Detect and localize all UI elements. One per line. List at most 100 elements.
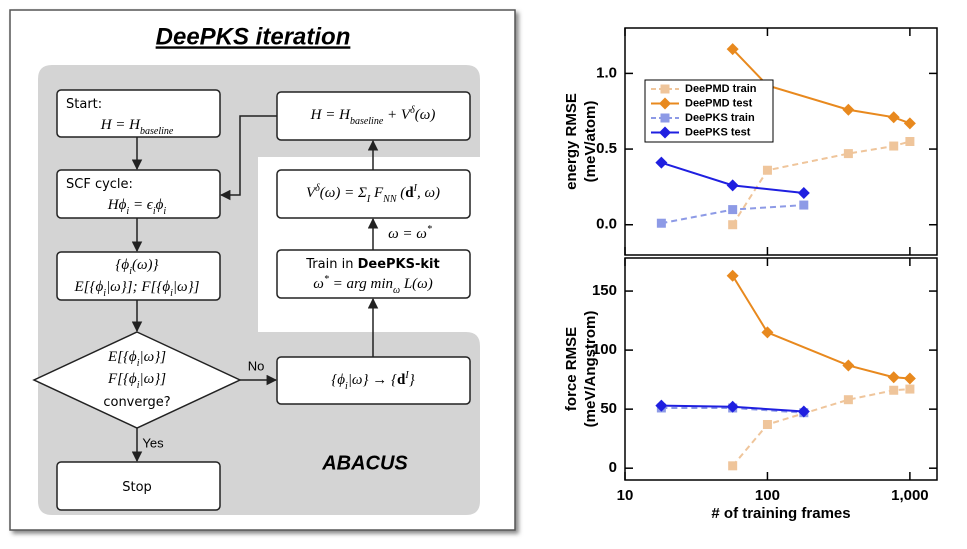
text-run: |ω}]; F[{ϕ xyxy=(106,279,170,295)
node-text: ω* = arg minω L(ω) xyxy=(313,274,433,296)
y-axis-label: (meV/Angstrom) xyxy=(582,311,599,428)
x-tick-label: 10 xyxy=(617,487,634,504)
marker xyxy=(655,399,668,412)
series-line xyxy=(731,275,910,380)
y-axis-label: (meV/atom) xyxy=(582,101,599,183)
text-run: DeePKS-kit xyxy=(358,257,440,272)
marker xyxy=(843,395,853,405)
text-run: |ω}] xyxy=(139,349,166,365)
marker xyxy=(903,117,916,130)
marker xyxy=(887,371,900,384)
text-run: } xyxy=(409,372,415,388)
text-run: i xyxy=(153,206,156,217)
text-run: i xyxy=(103,288,106,299)
text-run: = arg min xyxy=(329,276,393,292)
text-run: i xyxy=(163,206,166,217)
marker xyxy=(887,111,900,124)
node-text: Start: xyxy=(66,97,102,112)
text-run: d xyxy=(397,372,406,388)
text-run: d xyxy=(405,185,414,201)
series-line xyxy=(731,140,911,226)
node-text: H = Hbaseline xyxy=(100,117,174,136)
x-tick-label: 100 xyxy=(755,487,780,504)
node-text: F[{ϕi|ω}] xyxy=(107,371,166,390)
text-run: baseline xyxy=(140,126,174,137)
marker xyxy=(659,126,671,139)
node-text: {ϕi(ω)} xyxy=(115,257,158,276)
node-text: SCF cycle: xyxy=(66,177,133,192)
process-node xyxy=(56,461,221,511)
marker xyxy=(726,43,739,56)
marker xyxy=(797,405,810,418)
text-run: + V xyxy=(383,107,412,123)
node-text: Hϕi = ϵiϕi xyxy=(107,197,167,216)
y-axis-label: force RMSE xyxy=(563,327,580,411)
text-run: I xyxy=(366,194,371,205)
text-run: I xyxy=(404,370,409,381)
text-run: H = H xyxy=(310,107,351,123)
text-run: = ϵ xyxy=(129,197,154,213)
y-tick-label: 0 xyxy=(609,459,617,476)
plot-frame xyxy=(624,257,938,481)
text-run: Hϕ xyxy=(107,197,127,213)
y-tick-label: 150 xyxy=(592,282,617,299)
text-run: {ϕ xyxy=(115,257,129,273)
text-run: |ω}] xyxy=(139,371,166,387)
marker xyxy=(728,461,738,471)
y-tick-label: 50 xyxy=(600,400,617,417)
text-run: F[{ϕ xyxy=(107,371,137,387)
y-tick-label: 100 xyxy=(592,341,617,358)
y-tick-label: 0.0 xyxy=(596,216,617,233)
arrows xyxy=(131,115,379,463)
text-run: ( xyxy=(397,185,407,201)
text-run: Train in xyxy=(305,257,357,272)
node-text: E[{ϕi|ω}] xyxy=(107,349,166,368)
text-run: I xyxy=(413,183,418,194)
node-text: E[{ϕi|ω}]; F[{ϕi|ω}] xyxy=(74,279,200,298)
text-run: |ω} → { xyxy=(348,372,397,388)
text-run: L(ω) xyxy=(400,276,433,292)
marker xyxy=(903,372,916,385)
node-text: converge? xyxy=(103,395,170,410)
process-node xyxy=(56,169,221,219)
legend-label: DeePKS train xyxy=(685,112,755,124)
marker xyxy=(726,269,739,282)
marker xyxy=(843,149,853,159)
text-run: H = H xyxy=(100,117,141,133)
series-line xyxy=(731,388,910,467)
text-run: Stop xyxy=(122,480,152,495)
process-node xyxy=(56,89,221,138)
marker xyxy=(889,141,899,151)
text-run: baseline xyxy=(350,116,384,127)
charts: 0.0 0.5 1.0 energy RMSE (meV/atom) DeePMD tra… xyxy=(563,27,938,522)
y-tick-label: 0.5 xyxy=(596,140,617,157)
text-run: i xyxy=(170,288,173,299)
marker xyxy=(905,137,915,146)
edge-label-no: No xyxy=(248,358,265,373)
process-node xyxy=(56,251,221,301)
process-node xyxy=(276,91,471,141)
x-tick-label: 1,000 xyxy=(891,487,929,504)
marker xyxy=(728,220,738,230)
abacus-label: ABACUS xyxy=(321,452,408,474)
process-node xyxy=(276,169,471,219)
marker xyxy=(762,420,772,429)
marker xyxy=(660,113,670,123)
y-tick-label: 1.0 xyxy=(596,64,617,81)
text-run: * xyxy=(324,274,329,285)
marker xyxy=(797,186,810,199)
node-text: ω = ω* xyxy=(388,224,432,243)
node-text: {ϕi|ω} → {dI} xyxy=(331,370,414,392)
marker xyxy=(761,326,774,339)
text-run: (ω)} xyxy=(132,257,159,273)
text-run: ω xyxy=(393,285,400,296)
text-run: |ω}] xyxy=(173,279,200,295)
marker xyxy=(726,400,739,413)
text-run: E[{ϕ xyxy=(107,349,137,365)
text-run: V xyxy=(306,185,317,201)
marker xyxy=(655,156,668,169)
node-text: Stop xyxy=(122,480,152,495)
text-run: Start: xyxy=(66,97,102,112)
